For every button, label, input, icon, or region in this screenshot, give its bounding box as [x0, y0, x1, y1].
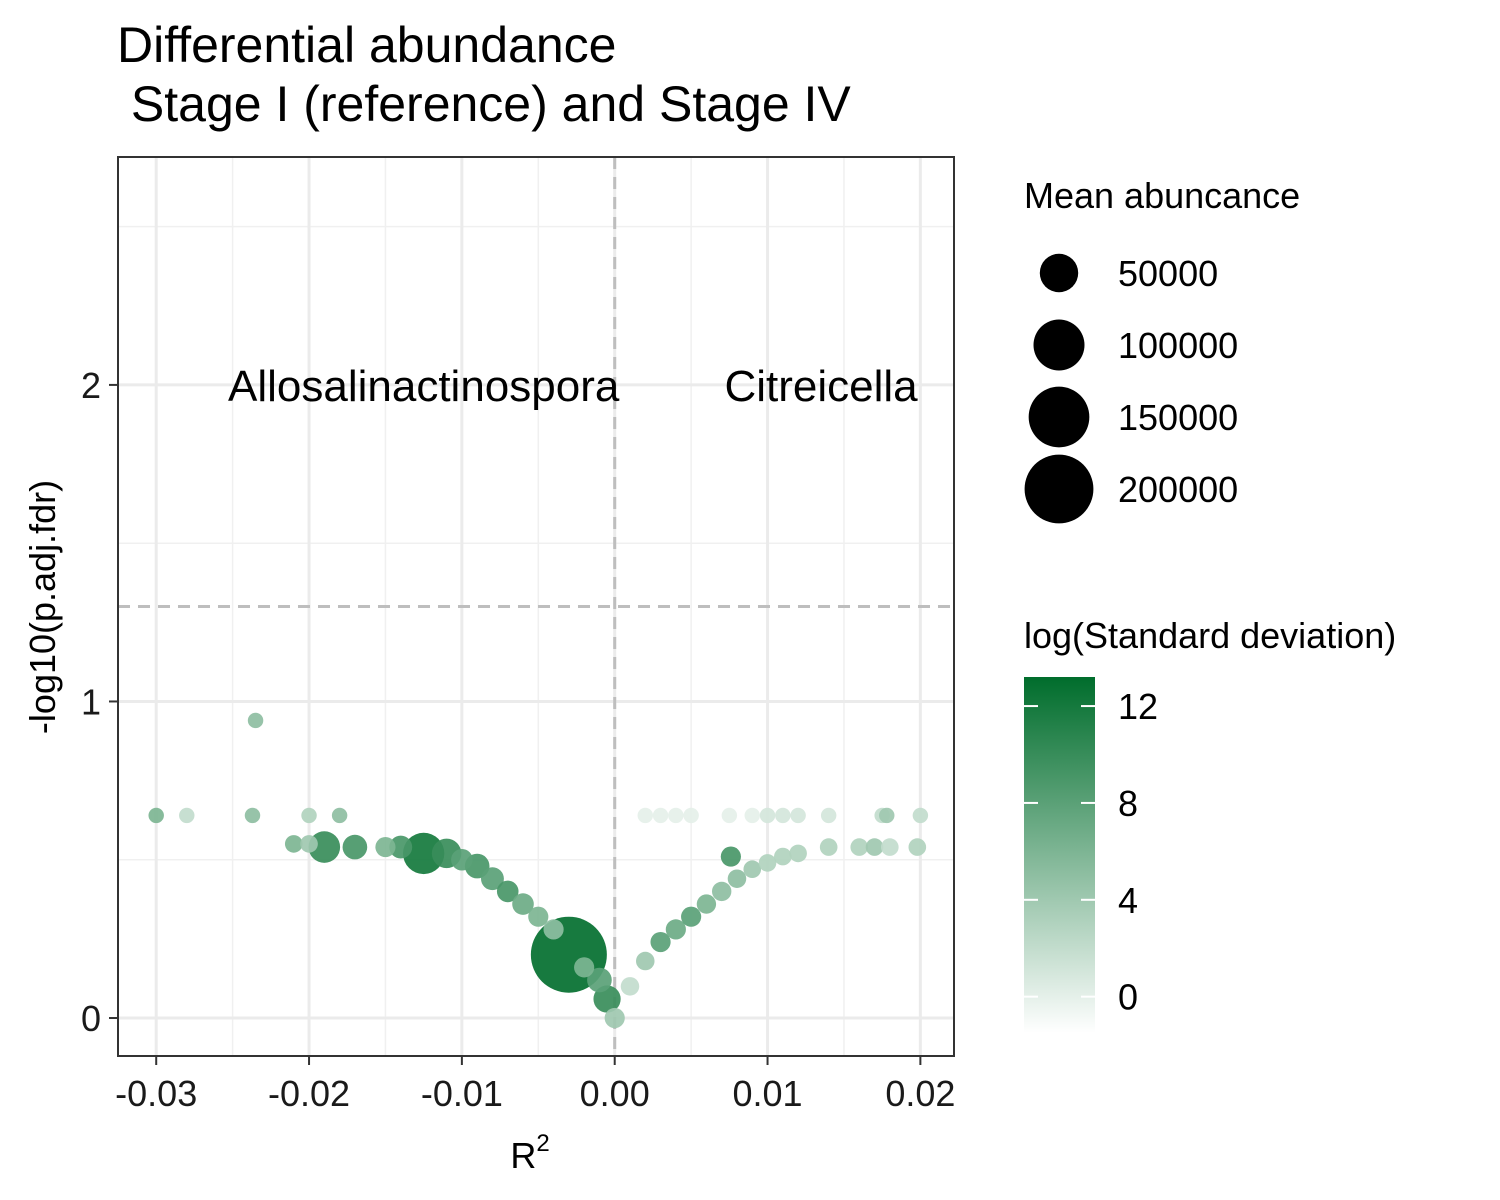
data-point	[819, 838, 838, 856]
data-point	[247, 712, 264, 729]
data-point	[879, 807, 895, 824]
data-point	[244, 807, 261, 824]
size-legend-swatch	[1033, 319, 1085, 371]
data-point	[820, 807, 837, 824]
data-point	[721, 807, 738, 824]
data-point	[775, 807, 791, 824]
x-tick-label: 0.02	[885, 1073, 955, 1114]
size-legend-label: 50000	[1118, 253, 1218, 294]
data-point	[331, 807, 348, 824]
size-legend-swatch	[1024, 454, 1094, 524]
data-point	[789, 844, 807, 863]
size-legend-label: 100000	[1118, 325, 1238, 366]
data-point	[620, 977, 640, 996]
color-legend-label: 4	[1118, 880, 1138, 921]
y-tick-label: 1	[81, 681, 101, 722]
data-point	[774, 847, 792, 866]
size-legend-swatch	[1039, 253, 1079, 293]
color-legend-bar	[1024, 677, 1095, 1033]
data-point	[712, 881, 732, 902]
size-legend-title: Mean abuncance	[1024, 175, 1300, 216]
annotations: Allosalinactinospora Citreicella	[228, 362, 918, 411]
data-point	[743, 860, 762, 879]
x-tick-label: -0.01	[421, 1073, 503, 1114]
data-point	[650, 931, 671, 953]
data-point	[912, 807, 929, 824]
data-point	[668, 807, 684, 824]
size-legend: Mean abuncance 50000 100000 150000 200000	[1024, 175, 1300, 524]
data-point	[300, 835, 318, 853]
data-point	[681, 906, 702, 927]
data-point	[179, 807, 195, 824]
x-axis-title: R2	[510, 1130, 549, 1176]
color-legend-label: 12	[1118, 686, 1158, 727]
color-legend: log(Standard deviation) 0 4 8 12	[1024, 615, 1396, 1033]
data-point	[496, 880, 519, 903]
data-point	[865, 838, 884, 856]
data-point	[759, 807, 776, 824]
chart-title-line1: Differential abundance	[117, 17, 616, 73]
data-point	[881, 838, 899, 856]
color-legend-title: log(Standard deviation)	[1024, 615, 1396, 656]
data-point	[758, 854, 777, 872]
data-point	[636, 951, 655, 971]
data-point	[512, 893, 534, 915]
data-point	[528, 906, 549, 927]
y-axis-title: -log10(p.adj.fdr)	[22, 480, 63, 734]
data-point	[696, 894, 717, 914]
data-point	[543, 919, 564, 940]
chart-title-line2: Stage I (reference) and Stage IV	[117, 76, 851, 132]
data-point	[480, 867, 504, 891]
data-point	[301, 807, 317, 824]
data-point	[744, 807, 760, 824]
data-point	[790, 807, 806, 824]
x-axis: -0.03 -0.02 -0.01 0.00 0.01 0.02	[115, 1056, 955, 1114]
data-point	[652, 807, 669, 824]
data-point	[574, 957, 595, 978]
plot-panel: Allosalinactinospora Citreicella	[117, 156, 955, 1057]
size-legend-swatch	[1028, 386, 1090, 448]
x-tick-label: -0.03	[115, 1073, 197, 1114]
data-point	[720, 846, 741, 867]
x-tick-label: 0.01	[733, 1073, 803, 1114]
data-point	[683, 807, 699, 824]
data-point	[727, 869, 747, 888]
x-tick-label: 0.00	[580, 1073, 650, 1114]
data-point	[637, 807, 654, 824]
x-tick-label: -0.02	[268, 1073, 350, 1114]
y-tick-label: 2	[81, 365, 101, 406]
annotation-label: Citreicella	[724, 362, 918, 411]
data-point	[665, 919, 686, 940]
data-point	[148, 807, 164, 824]
data-point	[850, 838, 869, 856]
y-axis: 0 1 2	[81, 365, 118, 1039]
size-legend-label: 200000	[1118, 469, 1238, 510]
data-point	[451, 848, 473, 871]
data-point	[389, 835, 413, 859]
data-points	[148, 712, 929, 1029]
data-point	[284, 835, 303, 853]
reference-lines	[118, 157, 954, 1056]
color-legend-label: 8	[1118, 783, 1138, 824]
plot-background	[118, 157, 954, 1056]
size-legend-label: 150000	[1118, 397, 1238, 438]
data-point	[587, 967, 612, 993]
data-point	[604, 1007, 625, 1029]
x-axis-title-text: R	[510, 1135, 536, 1176]
y-tick-label: 0	[81, 998, 101, 1039]
data-point	[375, 836, 396, 858]
color-legend-label: 0	[1118, 977, 1138, 1018]
annotation-label: Allosalinactinospora	[228, 362, 620, 411]
data-point	[403, 832, 445, 875]
x-axis-title-superscript: 2	[536, 1130, 549, 1157]
plot-border	[117, 156, 955, 1057]
data-point	[342, 834, 368, 860]
data-point	[908, 838, 927, 856]
